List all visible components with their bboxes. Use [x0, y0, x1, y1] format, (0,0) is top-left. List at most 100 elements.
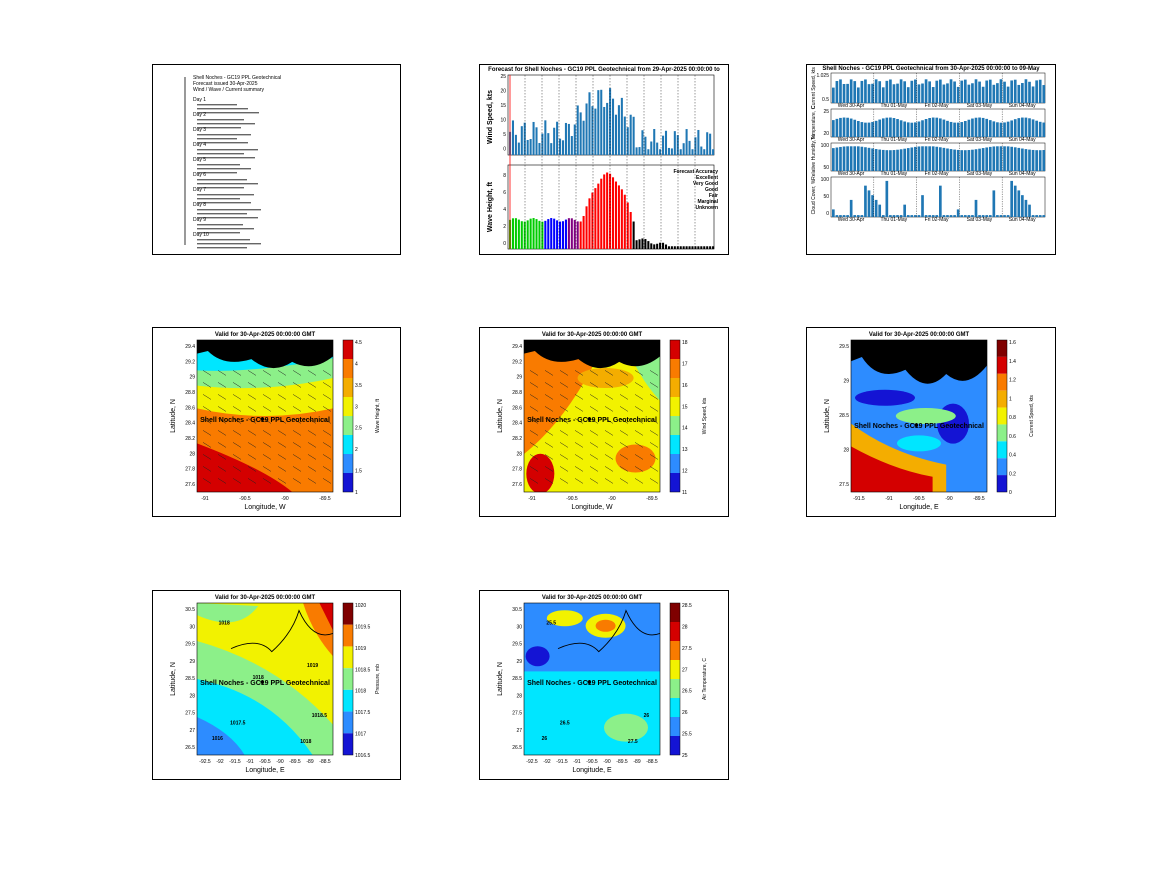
- site-label: Shell Noches - GC19 PPL Geotechnical: [200, 680, 330, 687]
- met-bar: [928, 146, 931, 171]
- wind-bar: [614, 114, 618, 155]
- wave-bar: [682, 246, 685, 249]
- wind-bar: [685, 129, 688, 155]
- direction-arrow: [544, 394, 554, 400]
- contour-label: 27.5: [628, 739, 638, 745]
- wind-bar: [553, 127, 556, 155]
- colorbar-tick: 25: [682, 753, 688, 759]
- met-bar: [867, 84, 871, 103]
- direction-arrow: [202, 370, 212, 376]
- map-y-tick: 27.5: [512, 711, 522, 717]
- colorbar-swatch: [997, 475, 1007, 492]
- met-bar: [992, 84, 996, 103]
- site-marker: [587, 417, 592, 421]
- map-xlabel: Longitude, E: [572, 767, 612, 774]
- direction-arrow: [232, 442, 242, 448]
- direction-arrow: [589, 382, 599, 388]
- colorbar-tick: 1016.5: [355, 753, 371, 759]
- site-marker: [260, 417, 265, 421]
- wind-bar: [547, 133, 550, 155]
- wind-bar: [573, 124, 576, 155]
- forecast-day-heading: Day 6: [193, 172, 206, 178]
- wave-bar: [553, 218, 556, 249]
- map-xlabel: Longitude, W: [244, 504, 286, 511]
- direction-arrow: [619, 442, 629, 448]
- direction-arrow: [559, 382, 569, 388]
- met-bar: [853, 81, 857, 103]
- met-bar: [956, 122, 960, 137]
- coastline-land: [851, 340, 987, 384]
- met-bar: [1013, 147, 1017, 171]
- contour-band: [525, 646, 550, 667]
- wave-bar: [709, 246, 712, 249]
- wave-bar: [670, 246, 673, 249]
- met-bar: [1024, 79, 1028, 103]
- map-y-tick: 29.2: [512, 359, 522, 365]
- colorbar-tick: 17: [682, 361, 688, 367]
- met-bar: [856, 87, 860, 103]
- wave-bar: [617, 185, 620, 249]
- met-bar: [899, 215, 903, 217]
- forecast-text-row: [197, 202, 251, 204]
- direction-arrow: [559, 454, 569, 460]
- map-x-tick: -90: [603, 759, 610, 765]
- direction-arrow: [262, 394, 272, 400]
- direction-arrow: [589, 370, 599, 376]
- direction-arrow: [292, 430, 302, 436]
- colorbar-tick: 1018: [355, 689, 366, 695]
- direction-arrow: [322, 394, 332, 400]
- wave-bar: [547, 219, 550, 249]
- map-y-tick: 30: [189, 624, 195, 630]
- site-label: Shell Noches - GC19 PPL Geotechnical: [200, 417, 330, 424]
- wind-bar: [626, 127, 629, 155]
- map-y-tick: 28: [189, 451, 195, 457]
- forecast-text-row: [197, 179, 247, 181]
- met-bar: [921, 195, 924, 217]
- wave-bar: [700, 246, 703, 249]
- met-bar: [978, 215, 981, 217]
- wind-bar: [706, 132, 709, 155]
- colorbar-swatch: [997, 340, 1007, 357]
- met-bar: [878, 204, 882, 217]
- wind-bar: [612, 98, 615, 155]
- map-y-tick: 28.8: [512, 390, 522, 396]
- direction-arrow: [574, 466, 584, 472]
- met-row-tick: 0: [826, 211, 829, 217]
- map-y-tick: 29: [189, 375, 195, 381]
- forecast-text-figure: Shell Noches - GC19 PPL Geotechnical For…: [184, 75, 281, 249]
- met-day-label: Sun 04-May: [1009, 103, 1036, 109]
- contour-label: 1017.5: [230, 721, 246, 727]
- met-bar: [939, 147, 942, 171]
- direction-arrow: [247, 406, 257, 412]
- contour-band: [604, 713, 648, 742]
- wave-axis-tick: 2: [503, 224, 506, 230]
- colorbar-swatch: [670, 622, 680, 641]
- colorbar-swatch: [670, 397, 680, 416]
- wave-ylabel: Wave Height, ft: [487, 181, 494, 232]
- met-day-label: Thu 01-May: [880, 103, 907, 109]
- map-y-tick: 27.5: [185, 711, 195, 717]
- met-row-tick: 50: [823, 194, 829, 200]
- met-bar: [881, 118, 885, 137]
- map-x-tick: -92: [216, 759, 223, 765]
- map-x-tick: -92.5: [526, 759, 538, 765]
- wind-bar: [544, 120, 547, 155]
- direction-arrow: [559, 430, 569, 436]
- met-bar: [1003, 81, 1006, 103]
- wave-axis-tick: 6: [503, 190, 506, 196]
- met-bar: [910, 80, 914, 103]
- met-day-label: Sat 03-May: [967, 217, 993, 223]
- wave-bar: [641, 238, 644, 249]
- colorbar-swatch: [670, 698, 680, 717]
- direction-arrow: [307, 454, 317, 460]
- met-bar: [985, 147, 989, 171]
- met-row-tick: 0.5: [822, 97, 829, 103]
- direction-arrow: [619, 418, 629, 424]
- met-bar: [953, 122, 956, 137]
- met-bar: [1003, 215, 1006, 217]
- forecast-text-row: [197, 127, 241, 129]
- direction-arrow: [604, 430, 614, 436]
- direction-arrow: [649, 418, 659, 424]
- wind-bar: [520, 126, 523, 155]
- forecast-text-row: [197, 134, 251, 136]
